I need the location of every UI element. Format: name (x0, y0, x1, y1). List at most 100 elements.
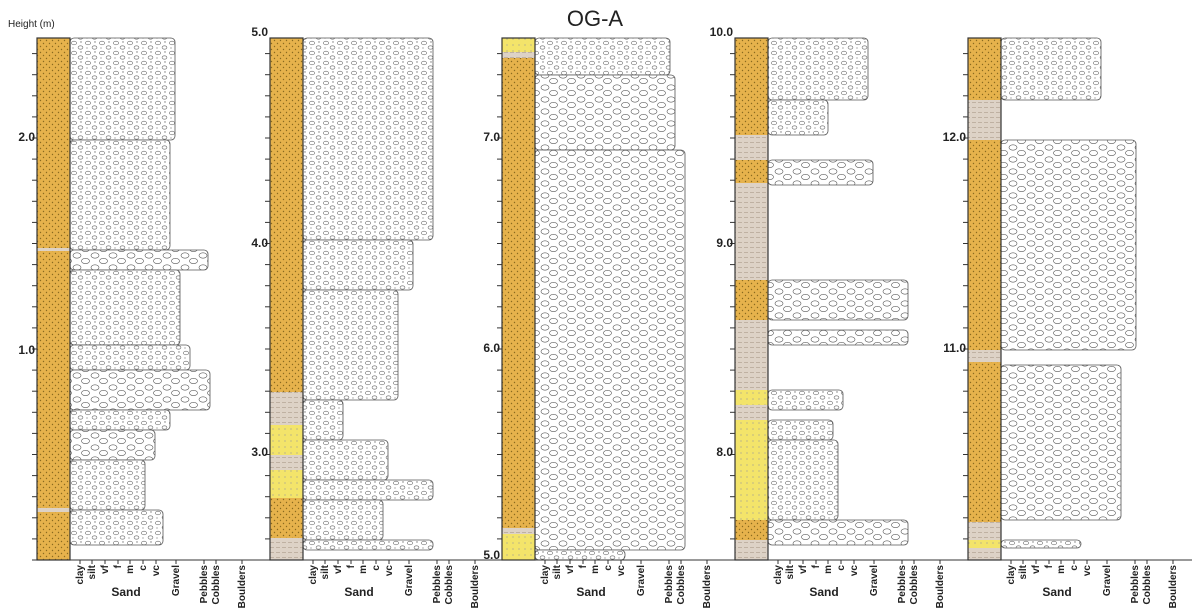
grain-size-group: Sand (809, 585, 838, 599)
grain-size-label: silt (87, 564, 98, 579)
grain-size-label: Pebbles (432, 565, 443, 604)
grain-size-label: silt (785, 564, 796, 579)
bed (70, 430, 155, 460)
grain-size-label: c (603, 565, 614, 571)
lithology (735, 520, 768, 540)
lithology (735, 160, 768, 183)
bed (1001, 540, 1081, 548)
grain-size-label: m (590, 565, 601, 574)
height-label: 8.0 (716, 445, 733, 459)
height-label: 5.0 (483, 548, 500, 562)
height-label: 10.0 (710, 25, 734, 39)
lithology (502, 58, 535, 528)
grain-size-label: Boulders (237, 565, 248, 609)
height-label: 5.0 (251, 25, 268, 39)
bed (768, 520, 908, 545)
bed (768, 280, 908, 320)
bed (535, 150, 685, 550)
lithology (270, 392, 303, 405)
height-label: 3.0 (251, 445, 268, 459)
bed (768, 420, 833, 440)
bed (70, 140, 170, 250)
grain-size-label: Gravel (636, 565, 647, 596)
height-label: 11.0 (943, 341, 966, 355)
grain-size-label: vc (849, 565, 860, 577)
title: OG-A (567, 6, 624, 31)
bed (303, 290, 398, 400)
bed (768, 160, 873, 185)
grain-size-label: Cobbles (676, 565, 687, 605)
lithology (735, 405, 768, 420)
grain-size-label: c (1069, 565, 1080, 571)
lithology (270, 498, 303, 538)
bed (303, 540, 433, 550)
grain-size-label: vc (384, 565, 395, 577)
grain-size-label: clay (75, 565, 86, 585)
grain-size-label: m (125, 565, 136, 574)
lithology (735, 540, 768, 560)
grain-size-label: Gravel (404, 565, 415, 596)
grain-size-label: clay (308, 565, 319, 585)
lithology (968, 140, 1001, 350)
grain-size-label: clay (1006, 565, 1017, 585)
grain-size-label: silt (320, 564, 331, 579)
height-label: 6.0 (483, 341, 500, 355)
lithology (735, 345, 768, 390)
bed (535, 550, 625, 560)
lithology (270, 538, 303, 560)
grain-size-label: Gravel (1102, 565, 1113, 596)
grain-size-label: vc (616, 565, 627, 577)
grain-size-label: Gravel (171, 565, 182, 596)
grain-size-label: silt (552, 564, 563, 579)
grain-size-label: Boulders (1168, 565, 1179, 609)
lithology (270, 405, 303, 425)
lithology (37, 251, 70, 508)
lithology (270, 470, 303, 498)
lithology (270, 455, 303, 470)
lithology (502, 38, 535, 52)
grain-size-label: Pebbles (199, 565, 210, 604)
grain-size-label: Cobbles (211, 565, 222, 605)
bed (768, 100, 828, 135)
axis-label: Height (m) (8, 19, 55, 30)
lithology (735, 183, 768, 280)
grain-size-group: Sand (111, 585, 140, 599)
bed (303, 480, 433, 500)
bed (535, 38, 670, 75)
bed (70, 510, 163, 545)
lithology (968, 38, 1001, 100)
height-label: 9.0 (716, 236, 733, 250)
grain-size-label: vf (565, 564, 576, 574)
lithology (735, 280, 768, 320)
grain-size-label: Pebbles (1130, 565, 1141, 604)
grain-size-label: c (138, 565, 149, 571)
lithology (37, 508, 70, 512)
grain-size-label: Cobbles (1142, 565, 1153, 605)
lithology (735, 420, 768, 520)
lithology (735, 390, 768, 405)
grain-size-label: Boulders (935, 565, 946, 609)
lithology (502, 528, 535, 534)
stratigraphic-log: OG-A Height (m) 2.01.0claysiltvffmcvcGra… (0, 0, 1192, 612)
bed (768, 330, 908, 345)
bed (303, 440, 388, 480)
lithology (37, 38, 70, 248)
lithology (968, 540, 1001, 548)
grain-size-group: Sand (344, 585, 373, 599)
lithology (968, 522, 1001, 540)
bed (303, 400, 343, 440)
lithology (968, 350, 1001, 362)
lithology (502, 534, 535, 560)
bed (535, 75, 675, 150)
grain-size-label: Gravel (869, 565, 880, 596)
grain-size-label: f (811, 564, 822, 568)
bed (303, 240, 413, 290)
height-label: 10.0 (946, 0, 962, 2)
lithology (502, 52, 535, 58)
bed (70, 270, 180, 345)
grain-size-label: f (346, 564, 357, 568)
grain-size-label: Cobbles (909, 565, 920, 605)
grain-size-label: vf (798, 564, 809, 574)
bed (1001, 365, 1121, 520)
grain-size-label: silt (1018, 564, 1029, 579)
